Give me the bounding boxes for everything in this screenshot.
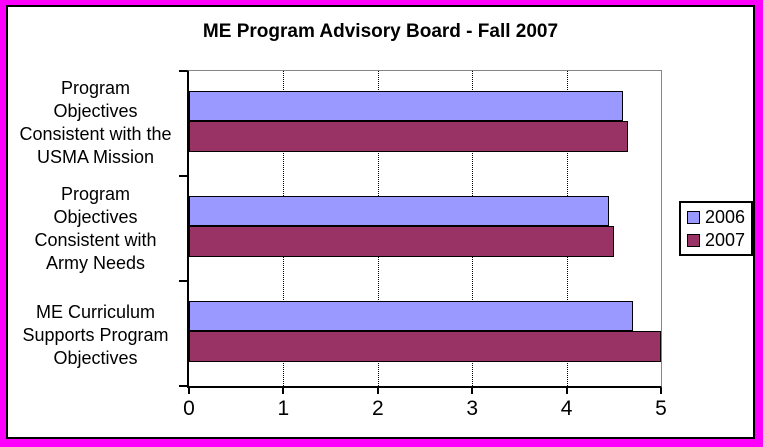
category-label-line: Program [60, 78, 131, 98]
category-label-line: Consistent with [34, 230, 157, 250]
chart-title: ME Program Advisory Board - Fall 2007 [202, 21, 559, 42]
x-axis-labels: 0 1 2 3 4 5 [183, 397, 667, 421]
x-axis-ticks [188, 388, 662, 395]
category-label-1: Program Objectives Consistent with the USMA… [8, 70, 183, 176]
category-axis-tick [179, 175, 187, 177]
category-label-line: USMA Mission [36, 147, 155, 167]
x-axis-label-3: 3 [466, 397, 479, 420]
x-axis-tick-1 [282, 388, 285, 394]
legend-swatch-2006 [687, 210, 700, 224]
x-axis-label-2: 2 [371, 397, 384, 420]
x-axis-label-4: 4 [560, 397, 573, 420]
category-label-line: Program [60, 184, 131, 204]
category-label-line: Objectives [53, 101, 138, 121]
x-axis-tick-2 [376, 388, 379, 394]
category-label-line: ME Curriculum [35, 301, 155, 322]
category-axis-tick [179, 70, 187, 72]
legend-label-2007: 2007 [705, 230, 746, 250]
x-axis-tick-0 [188, 388, 190, 394]
x-axis-tick-4 [565, 388, 568, 394]
category-label-line: Supports Program [22, 324, 169, 345]
x-axis-label-5: 5 [655, 397, 667, 420]
y-axis-ticks [179, 70, 187, 388]
bar-2007-category-2 [189, 226, 614, 257]
category-axis-tick [179, 280, 187, 282]
bar-2007-category-1 [189, 121, 628, 152]
legend-swatch-2007 [687, 233, 700, 247]
x-axis-tick-3 [471, 388, 474, 394]
legend-label-2006: 2006 [705, 207, 746, 227]
category-label-line: Objectives [53, 207, 138, 227]
legend-entry-2007: 2007 [687, 231, 745, 249]
bar-2006-category-1 [189, 91, 624, 121]
bar-2006-category-2 [189, 196, 610, 226]
category-label-2: Program Objectives Consistent with Army Nee… [8, 176, 183, 282]
plot-area [187, 70, 662, 388]
category-axis: Program Objectives Consistent with the USMA… [8, 70, 183, 388]
x-axis-tick-5 [660, 388, 662, 394]
category-label-3: ME Curriculum Supports Program Objectives [8, 282, 183, 388]
x-axis-label-1: 1 [277, 397, 290, 420]
category-axis-tick [179, 385, 187, 387]
category-label-line: Army Needs [45, 253, 146, 273]
bar-2006-category-3 [189, 301, 633, 331]
legend: 2006 2007 [679, 201, 754, 256]
category-label-line: Consistent with the [19, 124, 172, 144]
bar-2007-category-3 [189, 331, 661, 362]
x-axis-label-0: 0 [183, 397, 195, 420]
legend-entry-2006: 2006 [687, 208, 745, 226]
category-label-line: Objectives [53, 347, 138, 368]
